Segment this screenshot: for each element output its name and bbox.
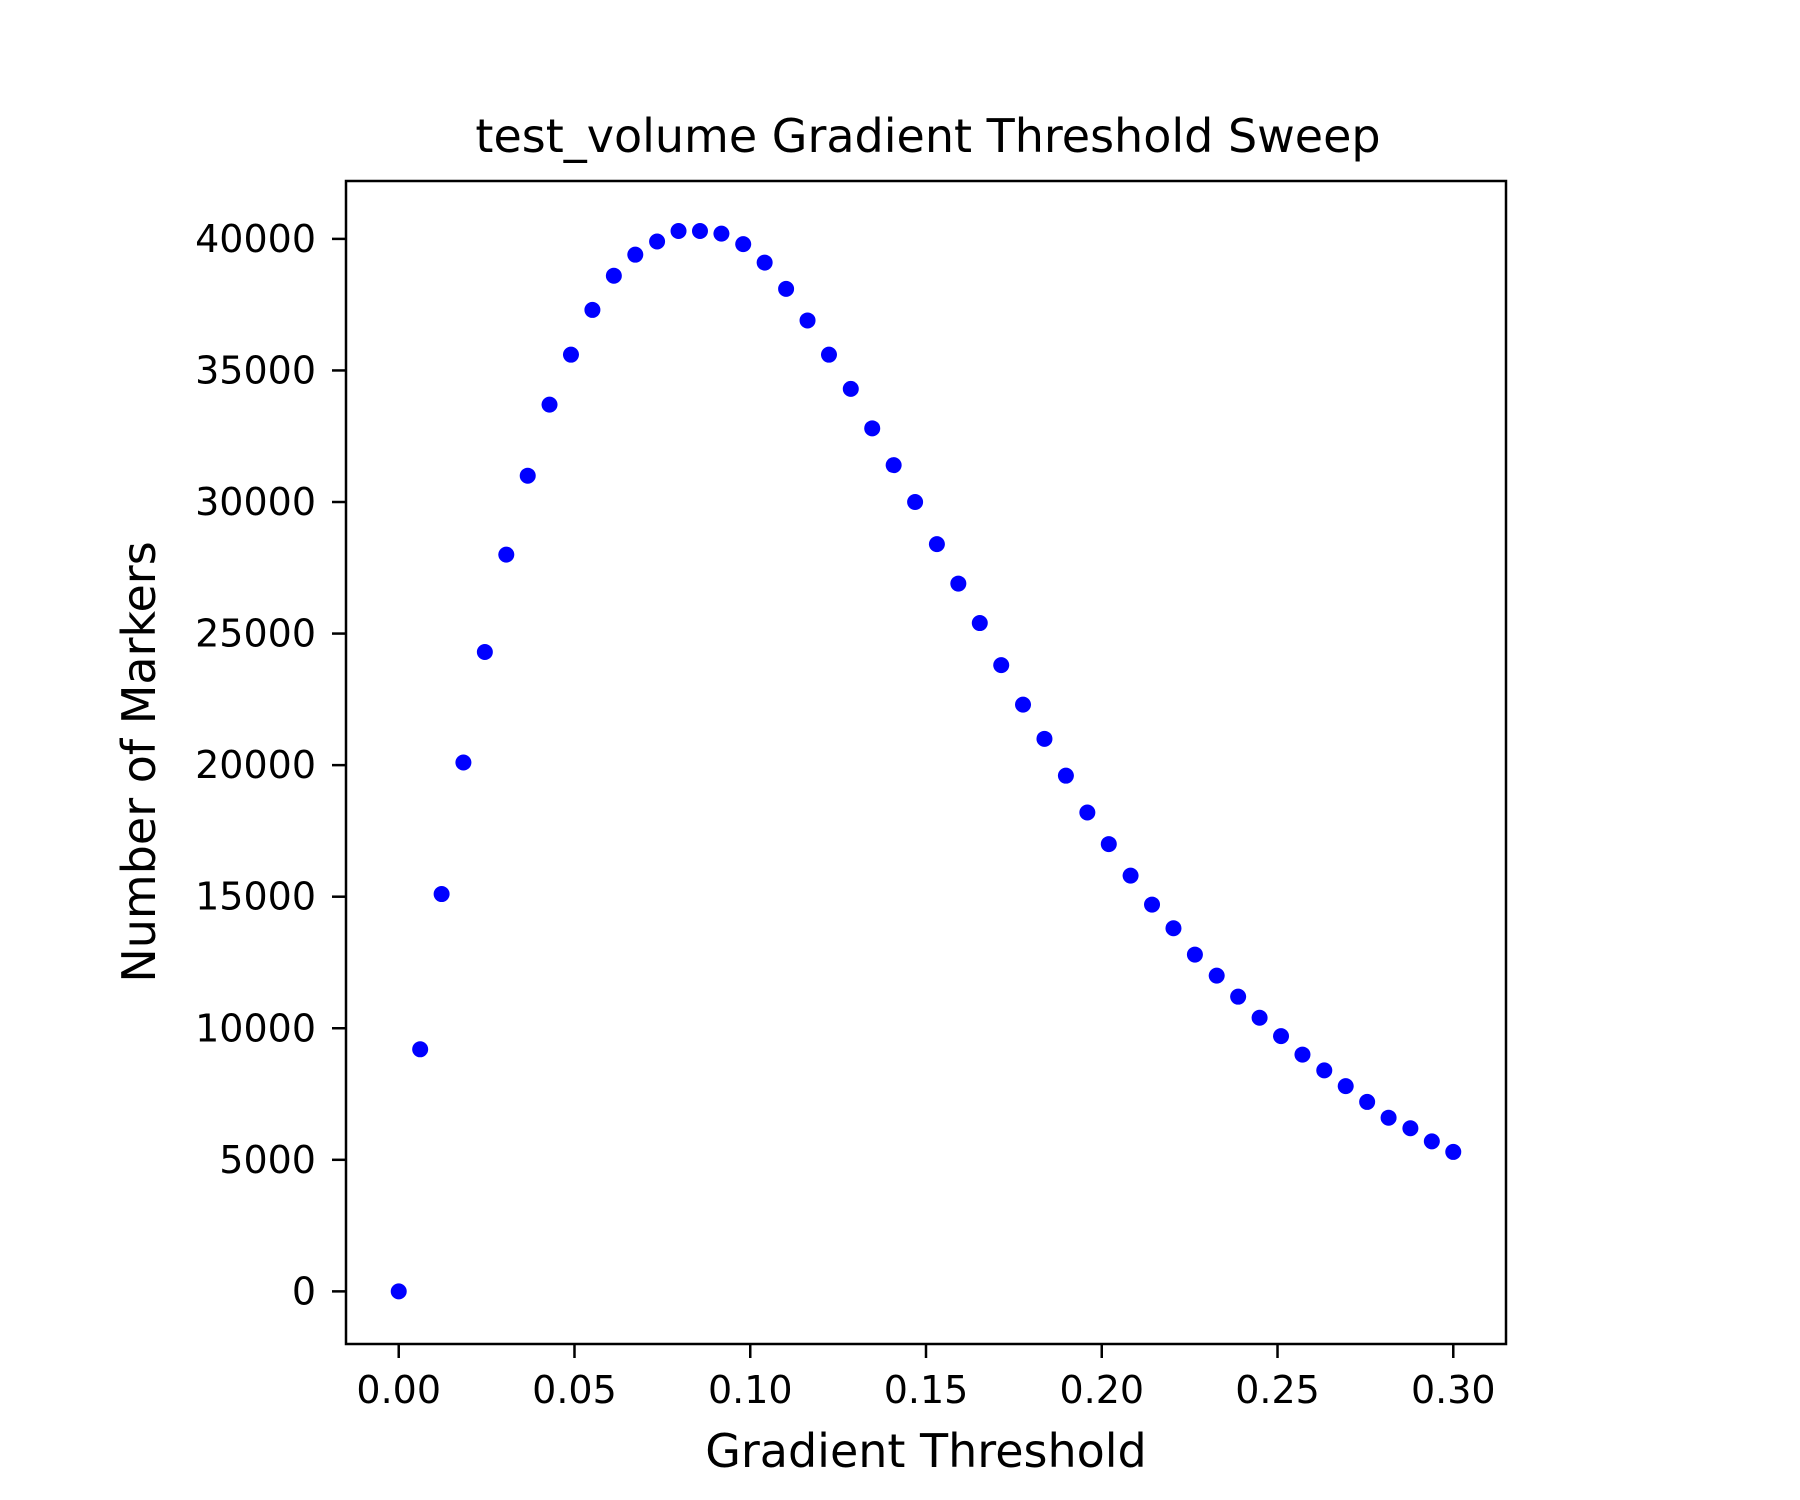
y-tick-label: 10000 [195, 1006, 316, 1050]
data-point [1402, 1120, 1419, 1137]
data-point [1230, 988, 1247, 1005]
data-point [476, 643, 493, 660]
data-point [885, 457, 902, 474]
data-point [735, 236, 752, 253]
y-tick-label: 5000 [219, 1138, 316, 1182]
y-axis-label: Number of Markers [112, 541, 166, 982]
data-point [1036, 730, 1053, 747]
data-point [455, 754, 472, 771]
data-point [519, 467, 536, 484]
data-point [390, 1283, 407, 1300]
y-axis-ticks: 0 5000 10000 15000 20000 25000 30000 35000 40000 [195, 217, 346, 1313]
data-point [1445, 1143, 1462, 1160]
data-point [605, 267, 622, 284]
data-point [928, 536, 945, 553]
data-point [907, 494, 924, 511]
data-point [1144, 896, 1161, 913]
x-tick-label: 0.15 [884, 1368, 969, 1412]
data-point [1337, 1078, 1354, 1095]
x-tick-label: 0.25 [1235, 1368, 1320, 1412]
data-point [993, 657, 1010, 674]
data-point [1273, 1028, 1290, 1045]
x-axis-ticks: 0.00 0.05 0.10 0.15 0.20 0.25 0.30 [356, 1344, 1496, 1412]
data-point [950, 575, 967, 592]
data-point [1122, 867, 1139, 884]
data-point [1186, 946, 1203, 963]
data-point [820, 346, 837, 363]
data-point [1057, 767, 1074, 784]
data-point [1079, 804, 1096, 821]
data-point [971, 615, 988, 632]
y-tick-label: 40000 [195, 217, 316, 261]
data-point [1316, 1062, 1333, 1079]
x-tick-label: 0.20 [1059, 1368, 1144, 1412]
x-axis-label: Gradient Threshold [705, 1424, 1147, 1478]
x-tick-label: 0.30 [1411, 1368, 1496, 1412]
data-point [1423, 1133, 1440, 1150]
data-point [864, 420, 881, 437]
chart-title: test_volume Gradient Threshold Sweep [475, 109, 1380, 163]
data-point [799, 312, 816, 329]
data-point [627, 246, 644, 263]
y-tick-label: 20000 [195, 743, 316, 787]
data-point [1294, 1046, 1311, 1063]
data-point [562, 346, 579, 363]
y-tick-label: 35000 [195, 348, 316, 392]
data-point [584, 301, 601, 318]
data-point [1208, 967, 1225, 984]
data-point [1380, 1109, 1397, 1126]
data-point [778, 280, 795, 297]
data-point [670, 222, 687, 239]
data-point [691, 222, 708, 239]
data-point [1251, 1009, 1268, 1026]
x-tick-label: 0.00 [356, 1368, 441, 1412]
x-tick-label: 0.05 [532, 1368, 617, 1412]
plot-frame [344, 179, 1508, 1346]
y-tick-label: 0 [292, 1269, 316, 1313]
data-point [1100, 836, 1117, 853]
y-tick-label: 15000 [195, 875, 316, 919]
data-point [1165, 920, 1182, 937]
data-point [649, 233, 666, 250]
data-point [756, 254, 773, 271]
data-point [433, 886, 450, 903]
data-points [390, 222, 1462, 1300]
data-point [1015, 696, 1032, 713]
y-tick-label: 25000 [195, 612, 316, 656]
data-point [498, 546, 515, 563]
data-point [541, 396, 558, 413]
data-point [713, 225, 730, 242]
data-point [842, 380, 859, 397]
y-tick-label: 30000 [195, 480, 316, 524]
data-point [412, 1041, 429, 1058]
x-tick-label: 0.10 [708, 1368, 793, 1412]
data-point [1359, 1093, 1376, 1110]
